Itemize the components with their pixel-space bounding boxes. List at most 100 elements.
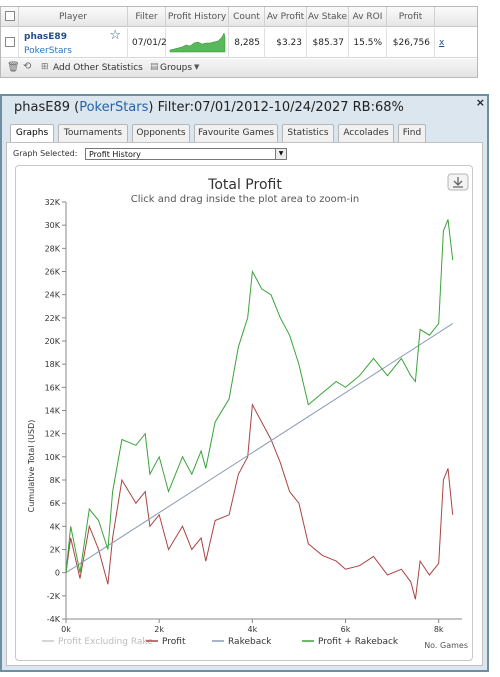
y-tick-label: 24K	[45, 291, 61, 300]
chevron-down-icon[interactable]: ▼	[194, 63, 200, 71]
x-axis-label: No. Games	[424, 641, 468, 650]
series-line-profit	[65, 402, 454, 600]
tab-accolades[interactable]: Accolades	[338, 124, 394, 142]
y-tick-label: 30K	[45, 221, 61, 230]
y-tick-label: 14K	[45, 407, 61, 416]
sparkline-svg	[169, 32, 226, 53]
tab-find[interactable]: Find	[398, 124, 426, 142]
series-line-profit-rakeback	[65, 219, 454, 573]
y-tick-label: -4K	[47, 615, 61, 624]
chart-subtitle: Click and drag inside the plot area to z…	[131, 194, 359, 205]
favourite-star-icon[interactable]: ☆	[109, 28, 121, 43]
legend-item[interactable]: Rakeback	[212, 637, 272, 647]
profit-history-sparkline	[166, 28, 229, 58]
chevron-down-icon[interactable]: ▼	[275, 149, 286, 159]
player-name-link[interactable]: phasE89	[24, 32, 67, 42]
x-tick-label: 8k	[434, 625, 444, 634]
legend-item[interactable]: Profit Excluding Rake	[42, 637, 153, 647]
legend-item[interactable]: Profit	[146, 637, 186, 647]
y-tick-label: 20K	[45, 337, 61, 346]
av-profit-cell: $3.23	[265, 28, 307, 58]
av-stake-cell: $85.37	[307, 28, 349, 58]
export-button[interactable]	[447, 173, 469, 191]
profit-chart: Total Profit Click and drag inside the p…	[15, 165, 473, 661]
col-av-roi[interactable]: Av ROI	[349, 7, 387, 27]
y-axis-label: Cumulative Total (USD)	[27, 420, 36, 513]
graphs-tab-content: Graph Selected: Profit History ▼ Total P…	[6, 142, 483, 666]
y-tick-label: 2K	[50, 546, 61, 555]
add-stats-icon: ⊞	[41, 62, 49, 72]
y-tick-label: 8K	[50, 476, 61, 485]
col-count[interactable]: Count	[229, 7, 265, 27]
y-tick-label: -2K	[47, 592, 61, 601]
x-axis-ticks: 0k 2k 4k 6k 8k	[61, 619, 444, 634]
row-select-cell	[1, 28, 19, 58]
graph-select-dropdown[interactable]: Profit History ▼	[85, 148, 287, 160]
y-axis-ticks: -4K -2K 0 2K 4K 6K 8K 10K 12K 14K 16K 18K 20K 22K 24K 2…	[45, 198, 66, 624]
col-profit-history[interactable]: Profit History	[166, 7, 229, 27]
x-tick-label: 0k	[61, 625, 71, 634]
x-tick-label: 2k	[154, 625, 164, 634]
y-tick-label: 22K	[45, 314, 61, 323]
remove-cell: x	[435, 28, 477, 58]
refresh-icon[interactable]: ⟲	[23, 61, 32, 72]
col-filter[interactable]: Filter	[128, 7, 166, 27]
y-tick-label: 6K	[50, 499, 61, 508]
y-tick-label: 26K	[45, 268, 61, 277]
legend-label: Profit + Rakeback	[318, 637, 399, 647]
legend-label: Profit Excluding Rake	[58, 637, 153, 647]
groups-dropdown[interactable]: Groups	[160, 63, 193, 73]
count-cell: 8,285	[229, 28, 265, 58]
remove-row-link[interactable]: x	[439, 38, 445, 48]
filter-cell: 07/01/2	[128, 28, 167, 58]
tab-opponents[interactable]: Opponents	[132, 124, 190, 142]
chart-title: Total Profit	[207, 177, 282, 193]
panel-title-filter: Filter:07/01/2012-10/24/2027 RB:68%	[157, 100, 404, 115]
site-link[interactable]: PokerStars	[24, 46, 72, 56]
tab-tournaments[interactable]: Tournaments	[58, 124, 128, 142]
y-tick-label: 4K	[50, 522, 61, 531]
row-checkbox[interactable]	[4, 37, 15, 47]
y-tick-label: 32K	[45, 198, 61, 207]
player-cell: phasE89 PokerStars ☆	[19, 28, 128, 58]
select-all-checkbox[interactable]	[4, 11, 15, 21]
profit-chart-svg[interactable]: Total Profit Click and drag inside the p…	[16, 166, 474, 662]
y-tick-label: 12K	[45, 430, 61, 439]
select-all-cell	[1, 7, 19, 27]
tab-graphs[interactable]: Graphs	[10, 124, 54, 143]
col-profit[interactable]: Profit	[387, 7, 435, 27]
x-tick-label: 4k	[247, 625, 257, 634]
y-tick-label: 18K	[45, 360, 61, 369]
legend-item[interactable]: Profit + Rakeback	[302, 637, 399, 647]
col-av-profit[interactable]: Av Profit	[265, 7, 307, 27]
y-tick-label: 10K	[45, 453, 61, 462]
y-tick-label: 0	[55, 569, 60, 578]
tab-favourite-games[interactable]: Favourite Games	[194, 124, 278, 142]
graph-selected-label: Graph Selected:	[13, 149, 78, 158]
profit-cell: $26,756	[387, 28, 435, 58]
col-player[interactable]: Player	[19, 7, 128, 27]
col-av-stake[interactable]: Av Stake	[307, 7, 349, 27]
groups-icon: ▤	[150, 62, 159, 72]
table-header: Player Filter Profit History Count Av Pr…	[1, 7, 477, 27]
graph-select-value: Profit History	[89, 150, 141, 159]
add-other-statistics-button[interactable]: Add Other Statistics	[53, 63, 143, 73]
y-tick-label: 28K	[45, 244, 61, 253]
chart-legend: Profit Excluding Rake Profit Rakeback Profi…	[42, 637, 399, 647]
x-tick-label: 6k	[341, 625, 351, 634]
tab-statistics[interactable]: Statistics	[282, 124, 334, 142]
close-icon[interactable]: ×	[475, 96, 485, 109]
table-row: phasE89 PokerStars ☆ 07/01/2 8,285 $3.23…	[1, 28, 477, 58]
panel-title-player: phasE89	[14, 100, 70, 115]
trash-icon[interactable]: 🗑	[7, 62, 20, 73]
legend-label: Profit	[162, 637, 186, 647]
player-stats-table: Player Filter Profit History Count Av Pr…	[0, 6, 478, 78]
table-toolbar: 🗑 ⟲ ⊞ Add Other Statistics ▤ Groups ▼	[1, 59, 477, 77]
y-tick-label: 16K	[45, 383, 61, 392]
panel-title-site-link[interactable]: PokerStars	[79, 100, 149, 115]
col-actions	[435, 7, 477, 27]
download-icon	[453, 177, 463, 188]
panel-title: phasE89 (PokerStars) Filter:07/01/2012-1…	[14, 100, 404, 115]
legend-label: Rakeback	[228, 637, 272, 647]
player-panel: phasE89 (PokerStars) Filter:07/01/2012-1…	[0, 94, 489, 672]
